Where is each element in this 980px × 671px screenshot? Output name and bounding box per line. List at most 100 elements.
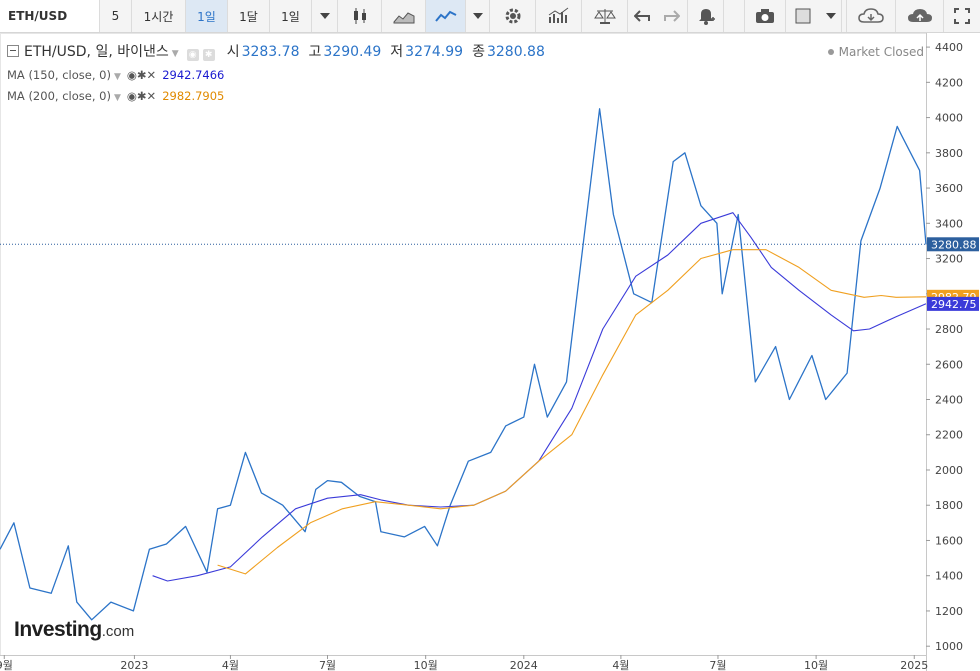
x-tick-label: 10월 — [804, 659, 828, 671]
compare-button[interactable] — [582, 0, 628, 32]
x-tick-label: 2023 — [120, 659, 148, 671]
load-layout-button[interactable] — [846, 0, 896, 32]
chevron-down-icon — [319, 13, 330, 19]
cloud-download-icon — [858, 8, 884, 23]
gear-icon[interactable]: ✱ — [136, 68, 147, 82]
status-dot-icon — [827, 49, 834, 55]
line-chart-icon — [434, 10, 456, 22]
y-tick-label: 4000 — [935, 112, 963, 125]
legend-main: ETH/USD, 일, 바이낸스 ▼ ◉ ✱ 시 3283.78 고 3290.49 저 3274… — [7, 41, 554, 61]
chart-area[interactable]: 1000 1200 1400 1600 1800 2000 2200 2400 2600 2800… — [0, 33, 980, 671]
price-chart[interactable]: 1000 1200 1400 1600 1800 2000 2200 2400 2600 2800… — [0, 33, 980, 671]
close-icon[interactable]: ✕ — [146, 68, 157, 82]
interval-custom-button[interactable]: 1일 — [270, 0, 312, 32]
interval-1d-button[interactable]: 1일 — [186, 0, 228, 32]
snapshot-button[interactable] — [744, 0, 786, 32]
balance-icon — [593, 9, 616, 24]
y-tick-label: 1600 — [935, 534, 963, 547]
x-tick-label: 7월 — [709, 659, 726, 671]
y-tick-label: 1400 — [935, 570, 963, 583]
fullscreen-icon — [954, 8, 970, 24]
save-layout-button[interactable] — [896, 0, 944, 32]
high-value: 3290.49 — [323, 44, 382, 60]
x-tick-label: 2024 — [510, 659, 538, 671]
y-tick-label: 3400 — [935, 217, 963, 230]
interval-1m-button[interactable]: 1달 — [228, 0, 270, 32]
ma200-label: MA (200, close, 0) — [7, 89, 111, 103]
close-icon[interactable]: ✕ — [146, 89, 157, 103]
legend-title: ETH/USD, 일, 바이낸스 — [24, 44, 169, 60]
eye-icon[interactable]: ◉ — [186, 49, 199, 61]
candlestick-button[interactable] — [338, 0, 382, 32]
interval-5-button[interactable]: 5 — [100, 0, 132, 32]
undo-button[interactable] — [628, 0, 656, 32]
logo-brand: Investing — [14, 618, 102, 641]
area-chart-button[interactable] — [382, 0, 426, 32]
y-tick-label: 4400 — [935, 41, 963, 54]
y-tick-label: 2800 — [935, 323, 963, 336]
chevron-down-icon[interactable]: ▼ — [113, 93, 121, 103]
interval-label: 1시간 — [143, 9, 174, 24]
line-chart-button[interactable] — [426, 0, 466, 32]
x-tick-label: 9월 — [0, 659, 13, 671]
investing-logo: Investing.com — [14, 618, 134, 642]
alert-button[interactable] — [688, 0, 724, 32]
settings-button[interactable] — [490, 0, 536, 32]
gear-icon[interactable]: ✱ — [136, 89, 147, 103]
interval-label: 1달 — [239, 9, 258, 24]
chevron-down-icon — [825, 13, 836, 19]
chevron-down-icon[interactable]: ▼ — [171, 49, 179, 59]
chart-type-dropdown[interactable] — [466, 0, 490, 32]
y-tick-label: 2200 — [935, 429, 963, 442]
low-label: 저 — [390, 44, 404, 60]
color-dropdown[interactable] — [820, 0, 842, 32]
y-tick-label: 3200 — [935, 253, 963, 266]
color-button[interactable] — [786, 0, 820, 32]
indicators-button[interactable] — [536, 0, 582, 32]
legend-ma200: MA (200, close, 0) ▼ ◉✱✕ 2982.7905 — [7, 89, 224, 103]
price-tag-bg — [927, 296, 979, 311]
price-tag-label: 3280.88 — [931, 238, 977, 251]
ma150-price-tag: 2942.75 — [927, 296, 979, 311]
gear-icon[interactable]: ✱ — [202, 49, 215, 61]
logo-suffix: .com — [101, 623, 135, 640]
low-value: 3274.99 — [405, 44, 464, 60]
redo-button[interactable] — [656, 0, 688, 32]
y-tick-label: 2600 — [935, 358, 963, 371]
ma200-line — [217, 249, 927, 575]
y-tick-label: 2400 — [935, 394, 963, 407]
x-tick-label: 4월 — [612, 659, 629, 671]
close-value: 3280.88 — [486, 44, 545, 60]
toolbar: ETH/USD 5 1시간 1일 1달 1일 — [0, 0, 980, 33]
legend-ma150: MA (150, close, 0) ▼ ◉✱✕ 2942.7466 — [7, 68, 224, 82]
y-tick-label: 1200 — [935, 605, 963, 618]
interval-dropdown[interactable] — [312, 0, 338, 32]
interval-label: 1일 — [281, 9, 300, 24]
fullscreen-button[interactable] — [944, 0, 980, 32]
symbol-label: ETH/USD — [8, 9, 68, 23]
eye-icon[interactable]: ◉ — [126, 89, 137, 103]
x-tick-label: 7월 — [319, 659, 336, 671]
symbol-search[interactable]: ETH/USD — [0, 0, 100, 32]
gear-icon — [505, 8, 520, 24]
camera-icon — [756, 9, 774, 23]
price-tag-bg — [927, 237, 979, 252]
x-tick-label: 10월 — [414, 659, 438, 671]
price-tag-label: 2942.75 — [931, 298, 977, 311]
redo-icon — [663, 10, 680, 22]
ma200-value: 2982.7905 — [162, 89, 225, 103]
collapse-icon[interactable] — [7, 45, 19, 57]
eye-icon[interactable]: ◉ — [126, 68, 137, 82]
cloud-upload-icon — [907, 9, 932, 22]
interval-label: 1일 — [197, 9, 216, 24]
color-box-icon — [795, 8, 811, 24]
alert-icon — [698, 9, 715, 25]
candlestick-icon — [353, 8, 366, 24]
chevron-down-icon[interactable]: ▼ — [113, 72, 121, 82]
y-tick-label: 3600 — [935, 182, 963, 195]
interval-1h-button[interactable]: 1시간 — [132, 0, 186, 32]
chevron-down-icon — [472, 13, 483, 19]
area-chart-icon — [393, 12, 414, 24]
undo-icon — [634, 10, 650, 22]
indicators-icon — [548, 7, 568, 23]
